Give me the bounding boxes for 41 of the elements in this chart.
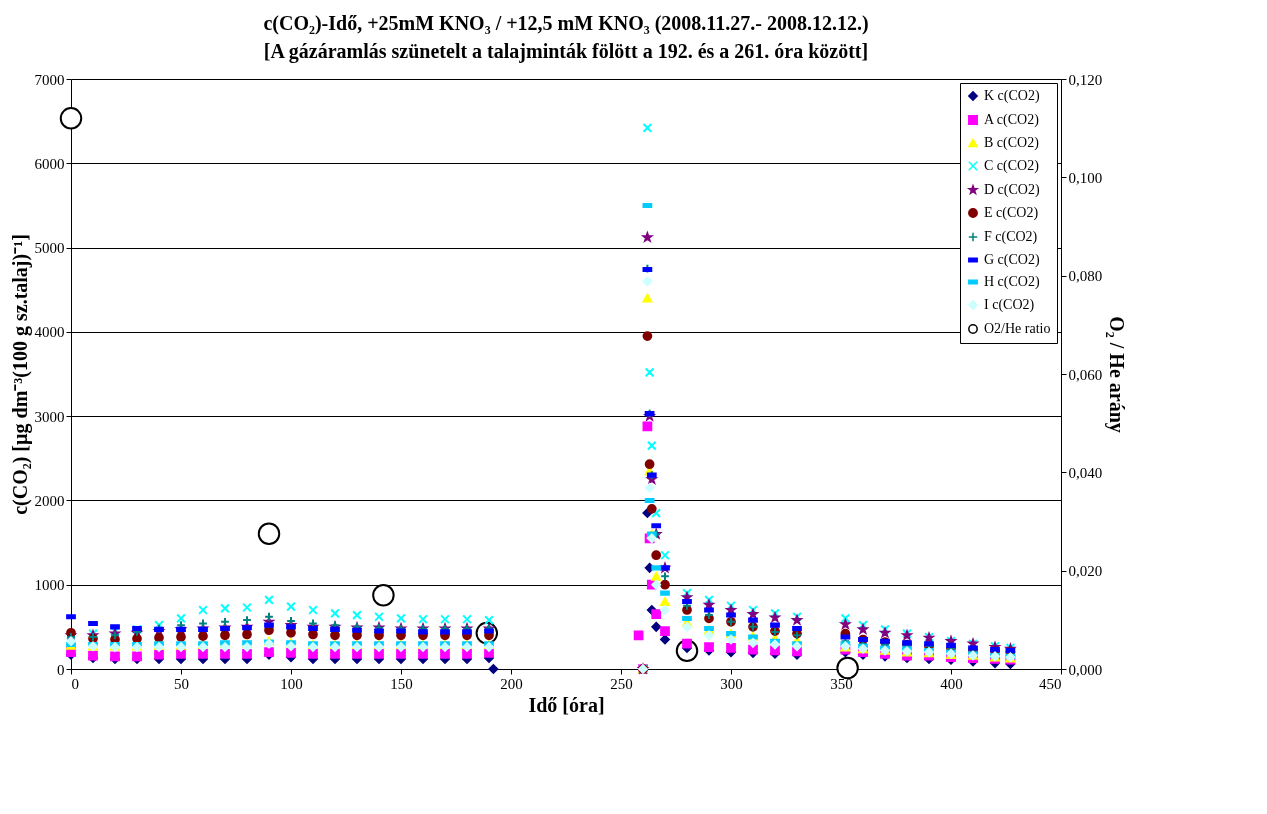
legend-label: D c(CO2) [984,182,1040,198]
chart-subtitle: [A gázáramlás szünetelt a talajminták fölött a 192. és a 261. óra között] [263,40,869,63]
y2-tick-label: 0,000 [1068,661,1103,678]
y-axis-title: c(CO₂) [µg dm⁻³(100 g sz.talaj)⁻¹] [8,234,32,515]
y-tick-label: 2000 [34,492,65,509]
y2-axis-title: O₂ / He arány [1105,316,1129,433]
y-tick-label: 6000 [34,155,65,172]
x-tick-label: 100 [280,675,303,692]
y2-tick-label: 0,080 [1068,268,1103,285]
y-tick-label: 5000 [34,240,65,257]
legend-label: H c(CO2) [984,274,1040,290]
x-tick-label: 150 [390,675,413,692]
y-tick-label: 0 [57,661,65,678]
x-tick-label: 50 [174,675,189,692]
legend-label: C c(CO2) [984,158,1040,174]
y2-tick-label: 0,020 [1068,563,1103,580]
y-tick-label: 4000 [34,324,65,341]
y-tick-label: 7000 [34,71,65,88]
legend-label: G c(CO2) [984,252,1040,268]
x-tick-label: 200 [500,675,523,692]
x-tick-label: 400 [940,675,963,692]
legend-label: A c(CO2) [984,112,1040,128]
x-tick-label: 450 [1039,675,1062,692]
x-tick-label: 250 [610,675,633,692]
legend-label: E c(CO2) [984,205,1039,221]
chart-title: c(CO₂)-Idő, +25mM KNO₃ / +12,5 mM KNO₃ (2008.11.27.- 2008.12.12.) [263,12,869,35]
y2-tick-label: 0,060 [1068,366,1103,383]
y-tick-label: 3000 [34,408,65,425]
y2-tick-label: 0,120 [1068,71,1103,88]
legend-label: O2/He ratio [984,321,1051,336]
y-tick-label: 1000 [34,577,65,594]
legend-label: B c(CO2) [984,135,1040,151]
x-axis-title: Idő [óra] [528,693,605,716]
legend-label: K c(CO2) [984,88,1040,104]
legend-label: F c(CO2) [984,229,1038,245]
legend-label: I c(CO2) [984,297,1035,313]
y2-tick-label: 0,040 [1068,464,1103,481]
x-tick-label: 0 [71,675,79,692]
y2-tick-label: 0,100 [1068,169,1103,186]
x-tick-label: 300 [720,675,743,692]
x-tick-label: 350 [830,675,853,692]
